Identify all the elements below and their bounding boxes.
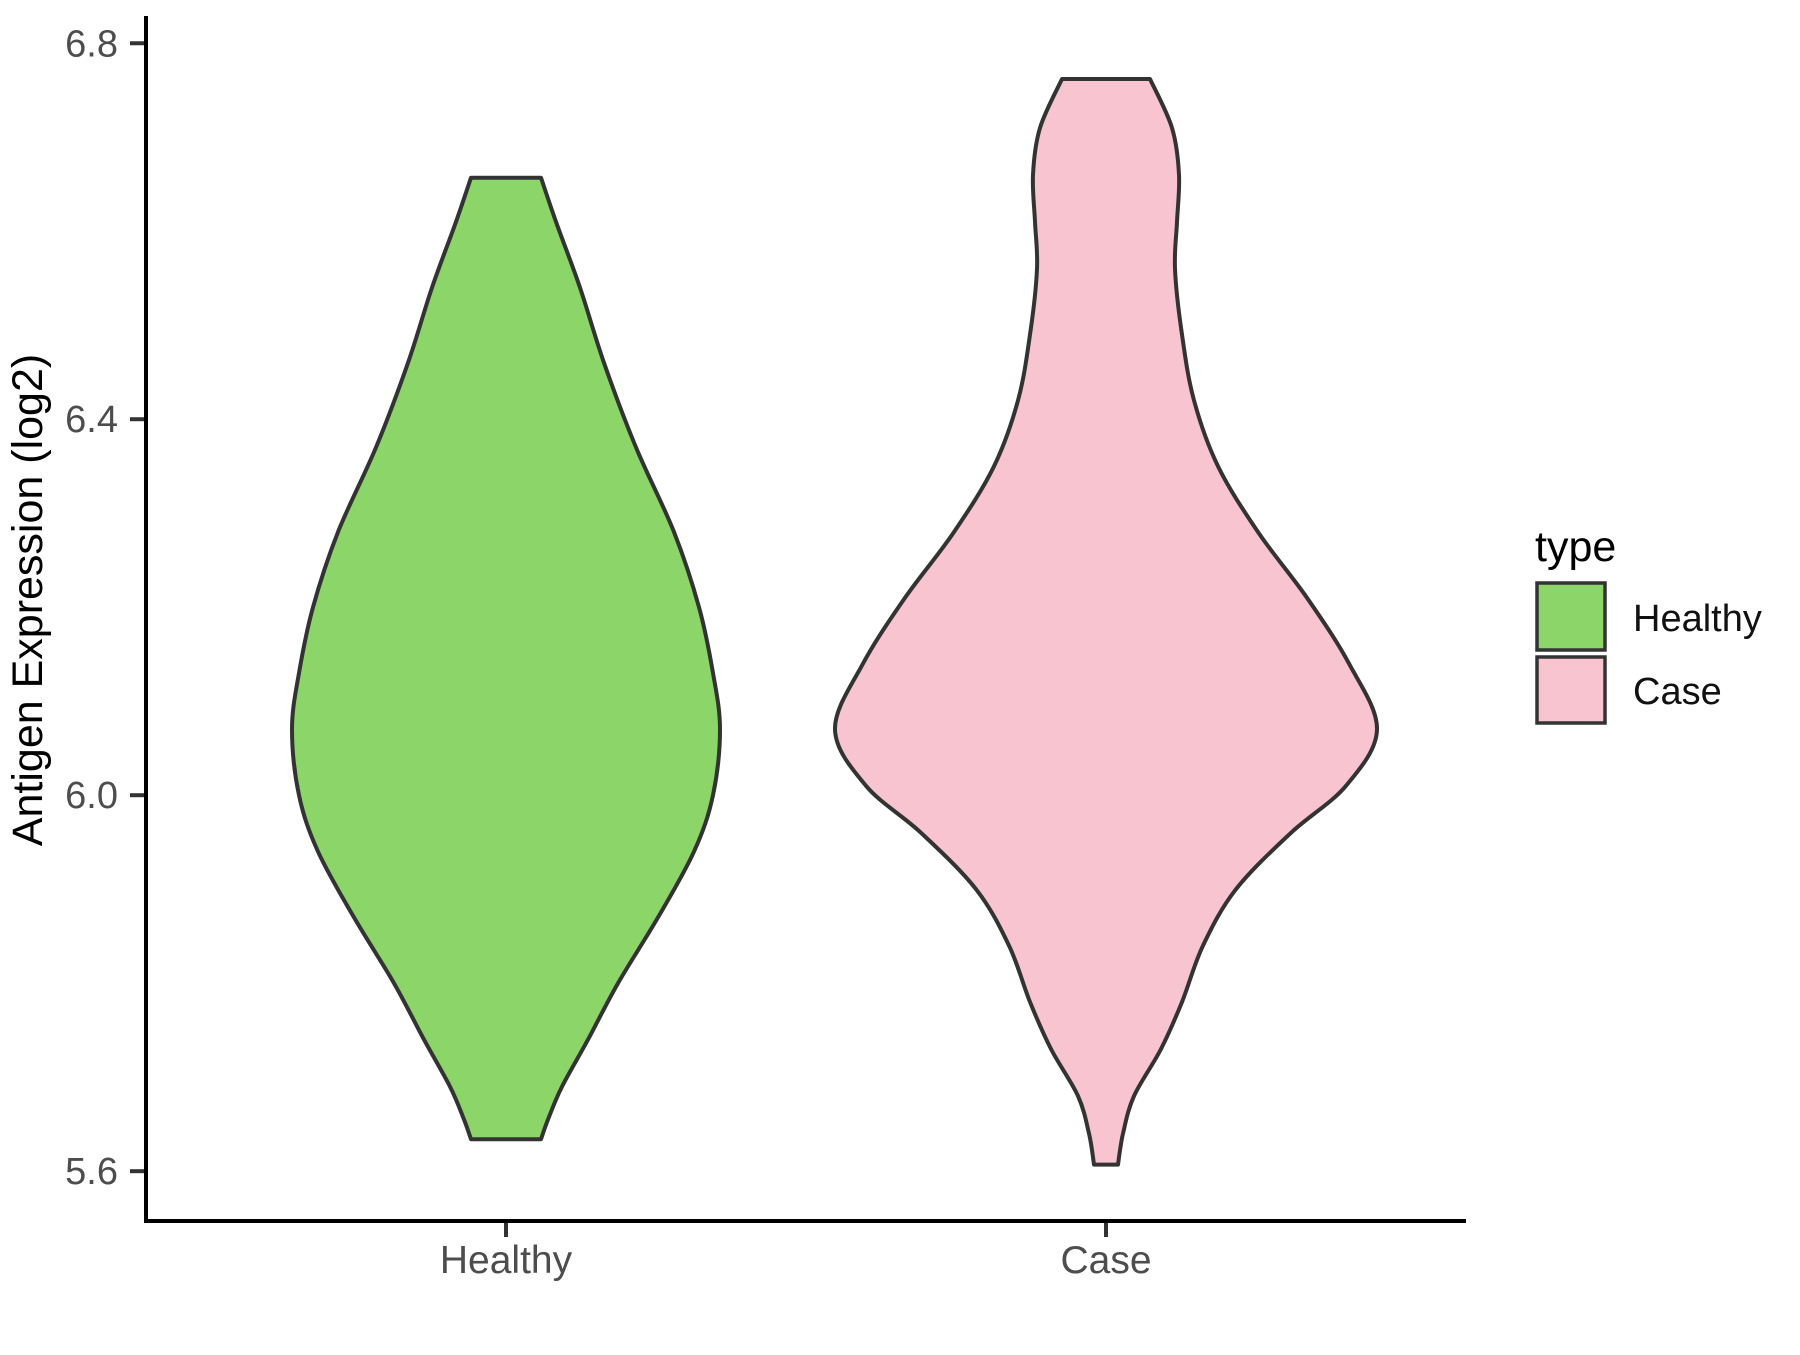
legend-title: type: [1535, 523, 1616, 571]
x-category-label: Case: [1060, 1239, 1151, 1282]
y-tick-label: 6.4: [65, 399, 118, 441]
plot-panel: 6.8 6.4 6.0 5.6 Healthy Case: [65, 23, 1380, 1282]
legend-label-healthy: Healthy: [1633, 598, 1762, 640]
y-tick-label: 6.8: [65, 23, 118, 65]
x-category-label: Healthy: [440, 1239, 573, 1282]
y-tick-label: 6.0: [65, 775, 118, 817]
legend: type Healthy Case: [1535, 523, 1762, 725]
legend-label-case: Case: [1633, 671, 1722, 713]
y-tick-label: 5.6: [65, 1151, 118, 1193]
legend-key-case: [1535, 655, 1607, 725]
violin-case: [832, 77, 1380, 1167]
y-axis-title: Antigen Expression (log2): [4, 354, 52, 846]
violin-healthy: [290, 175, 722, 1142]
legend-key-healthy: [1535, 581, 1607, 652]
